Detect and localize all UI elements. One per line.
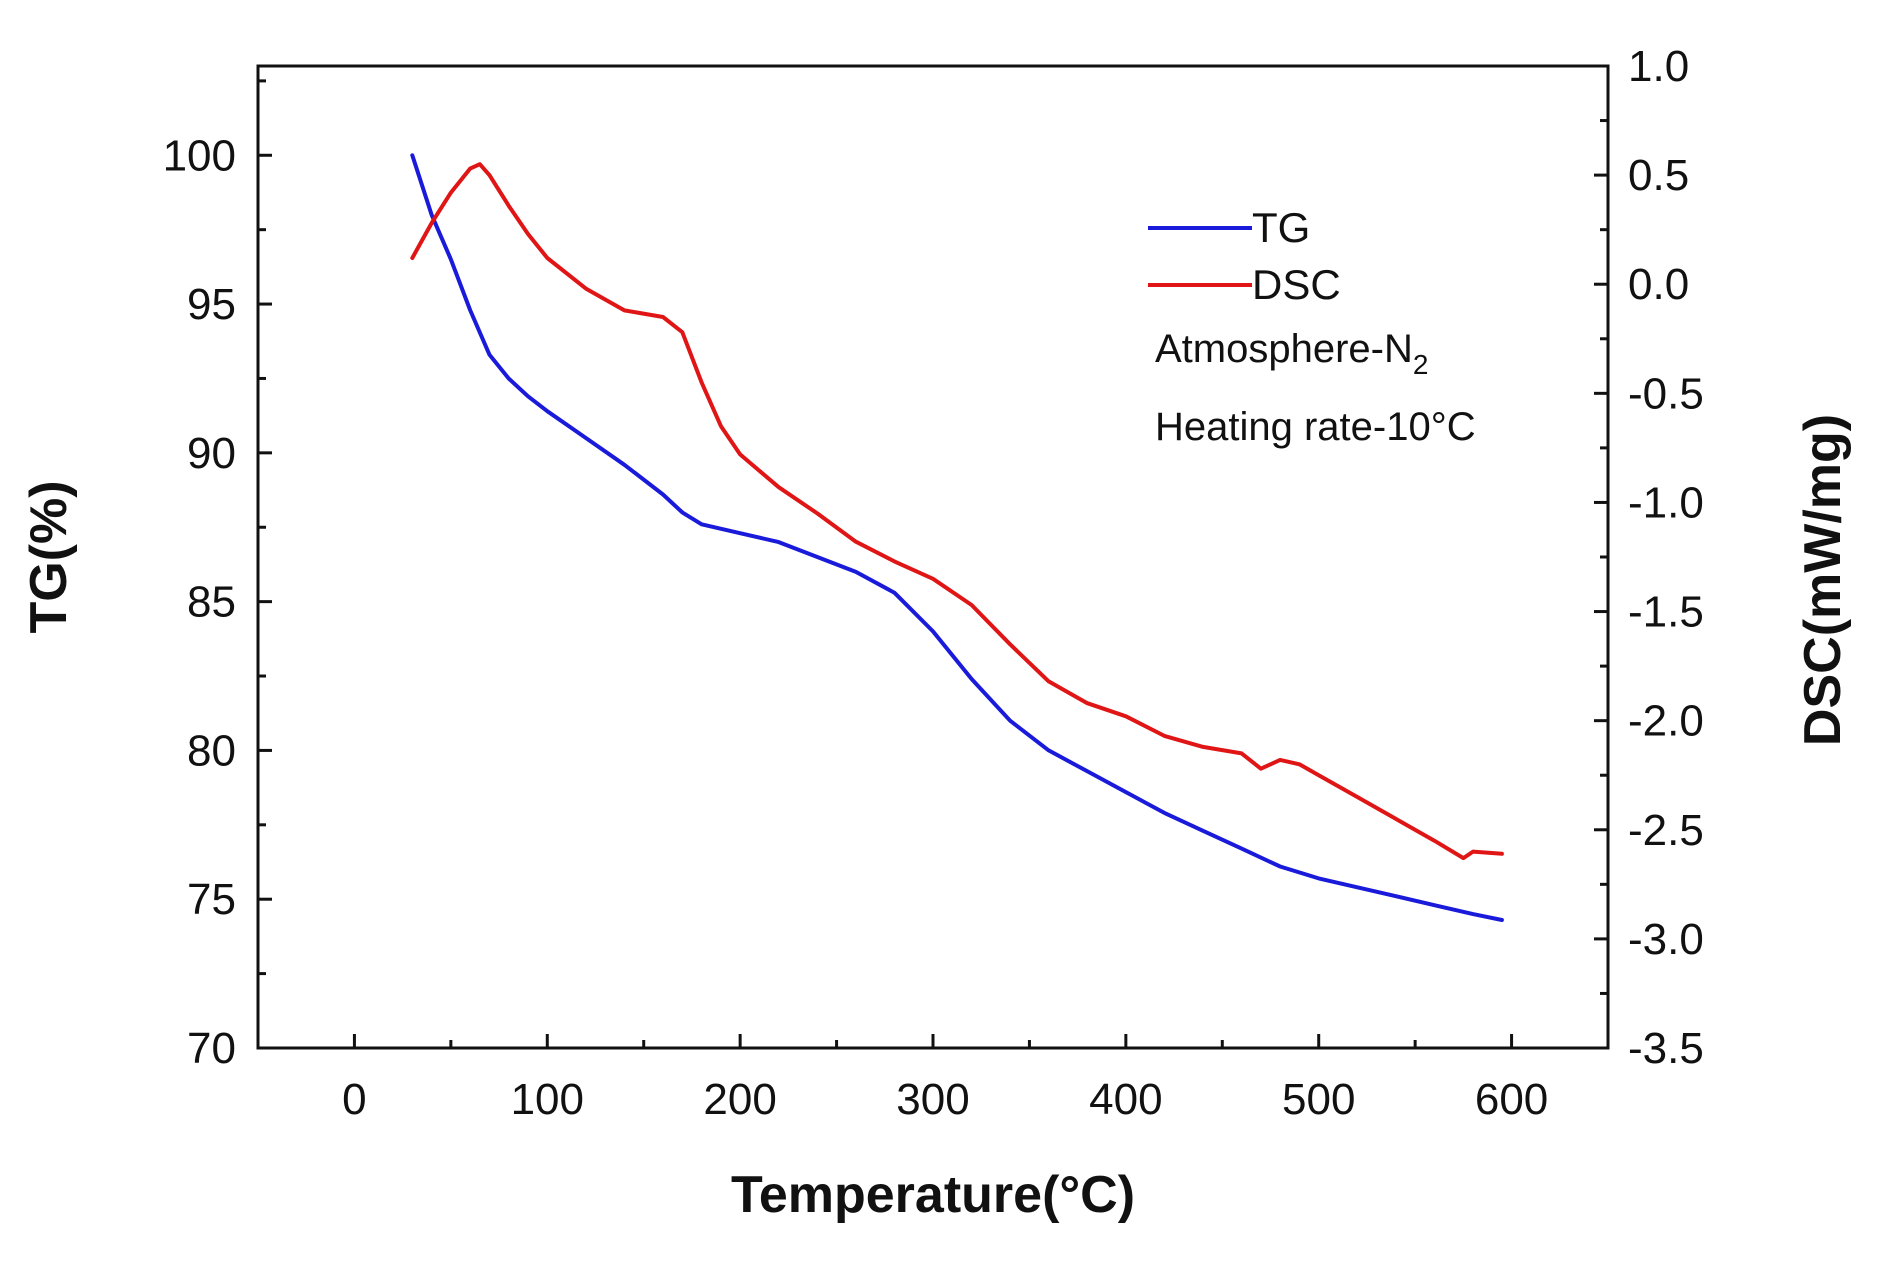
y-right-tick-label: -3.0 (1628, 915, 1704, 964)
series-line-dsc (410, 162, 1504, 861)
y-right-tick-label: 0.5 (1628, 151, 1689, 200)
annotation-atmosphere-subscript: 2 (1413, 349, 1429, 380)
y-right-tick-label: -1.5 (1628, 588, 1704, 637)
y-right-tick-label: 1.0 (1628, 42, 1689, 91)
y-right-tick-label: 0.0 (1628, 260, 1689, 309)
x-axis: 0 100 200 300 400 500 600 (342, 1034, 1548, 1124)
y-left-tick-label: 70 (187, 1024, 236, 1073)
x-tick-label: 0 (342, 1075, 366, 1124)
y-right-tick-label: -0.5 (1628, 369, 1704, 418)
legend-label-tg: TG (1252, 204, 1310, 251)
y-left-tick-label: 80 (187, 726, 236, 775)
x-axis-title: Temperature(°C) (731, 1166, 1135, 1224)
series-line-tg (410, 153, 1504, 922)
y-left-tick-label: 100 (163, 131, 236, 180)
x-tick-label: 400 (1089, 1075, 1162, 1124)
y-left-tick-label: 85 (187, 578, 236, 627)
series-layer (410, 153, 1504, 922)
y-left-tick-label: 95 (187, 280, 236, 329)
y-axis-left: 70 75 80 85 90 95 100 (163, 79, 272, 1073)
y-right-tick-label: -1.0 (1628, 478, 1704, 527)
x-tick-label: 100 (511, 1075, 584, 1124)
y-axis-right-title: DSC(mW/mg) (1794, 414, 1852, 746)
x-tick-label: 300 (896, 1075, 969, 1124)
plot-frame (256, 64, 1610, 1050)
annotation-atmosphere: Atmosphere-N2 (1155, 327, 1428, 380)
legend-label-dsc: DSC (1252, 261, 1341, 308)
y-left-tick-label: 90 (187, 429, 236, 478)
x-tick-label: 200 (703, 1075, 776, 1124)
y-axis-right: 1.0 0.5 0.0 -0.5 -1.0 -1.5 -2.0 -2.5 -3.0 -3.5 (1594, 42, 1704, 1073)
y-left-tick-label: 75 (187, 875, 236, 924)
x-tick-label: 500 (1282, 1075, 1355, 1124)
x-tick-label: 600 (1475, 1075, 1548, 1124)
legend: TG DSC Atmosphere-N2 Heating rate-10°C (1148, 204, 1476, 449)
y-right-tick-label: -3.5 (1628, 1024, 1704, 1073)
y-right-tick-label: -2.0 (1628, 697, 1704, 746)
annotation-heating-rate: Heating rate-10°C (1155, 405, 1476, 449)
y-right-tick-label: -2.5 (1628, 806, 1704, 855)
annotation-atmosphere-text: Atmosphere-N (1155, 327, 1413, 371)
y-axis-left-title: TG(%) (20, 480, 78, 633)
